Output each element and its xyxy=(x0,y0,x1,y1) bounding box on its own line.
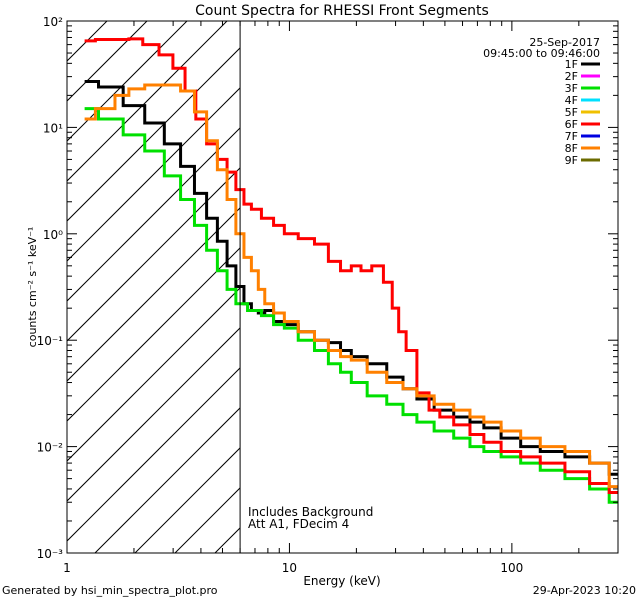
series-line-1F xyxy=(84,80,618,476)
x-axis-label: Energy (keV) xyxy=(303,574,380,588)
plot-frame xyxy=(66,20,619,554)
legend-label: 3F xyxy=(565,82,578,95)
legend-label: 9F xyxy=(565,154,578,167)
hatch-line xyxy=(67,167,241,342)
legend-label: 4F xyxy=(565,94,578,107)
y-tick-label: 10⁻¹ xyxy=(37,334,64,348)
legend-label: 6F xyxy=(565,118,578,131)
x-tick-label: 10 xyxy=(282,561,297,575)
legend-label: 2F xyxy=(565,70,578,83)
annotation-background: Includes Background xyxy=(248,505,373,519)
hatch-line xyxy=(67,127,241,302)
x-tick-label: 1 xyxy=(63,561,71,575)
y-tick-label: 10⁻³ xyxy=(37,547,64,561)
hatch-line xyxy=(94,407,241,553)
hatch-line xyxy=(67,87,241,262)
hatch-line xyxy=(67,367,241,542)
hatch-line xyxy=(67,327,241,502)
axes: 1 10 100 10⁻³ 10⁻² 10⁻¹ 10⁰ 10¹ 10² xyxy=(37,15,619,575)
legend-label: 7F xyxy=(565,130,578,143)
y-tick-label: 10⁰ xyxy=(43,228,63,242)
footer-generated-by: Generated by hsi_min_spectra_plot.pro xyxy=(2,584,218,597)
series-line-3F xyxy=(84,107,618,504)
annotation-attenuator: Att A1, FDecim 4 xyxy=(248,517,349,531)
chart-title: Count Spectra for RHESSI Front Segments xyxy=(195,3,489,19)
x-tick-label: 100 xyxy=(500,561,523,575)
series-layer xyxy=(84,37,618,504)
date-label: 25-Sep-2017 xyxy=(529,36,600,49)
legend-label: 1F xyxy=(565,58,578,71)
footer-timestamp: 29-Apr-2023 10:20 xyxy=(533,584,636,597)
hatch-line xyxy=(134,447,241,553)
legend-label: 8F xyxy=(565,142,578,155)
hatch-line xyxy=(67,47,241,222)
y-tick-label: 10² xyxy=(43,15,63,29)
series-line-6F xyxy=(84,37,618,495)
y-tick-label: 10¹ xyxy=(43,121,63,135)
hatched-excluded-region xyxy=(67,21,241,553)
legend-label: 5F xyxy=(565,106,578,119)
y-tick-label: 10⁻² xyxy=(37,441,64,455)
hatch-line xyxy=(67,21,228,182)
time-range-label: 09:45:00 to 09:46:00 xyxy=(483,47,600,60)
y-axis-label: counts cm⁻² s⁻¹ keV⁻¹ xyxy=(26,227,39,348)
hatch-line xyxy=(67,21,108,62)
hatch-line xyxy=(67,21,148,102)
hatch-line xyxy=(67,247,241,422)
hatch-line xyxy=(67,207,241,382)
hatch-line xyxy=(67,287,241,462)
series-line-8F xyxy=(84,83,618,489)
